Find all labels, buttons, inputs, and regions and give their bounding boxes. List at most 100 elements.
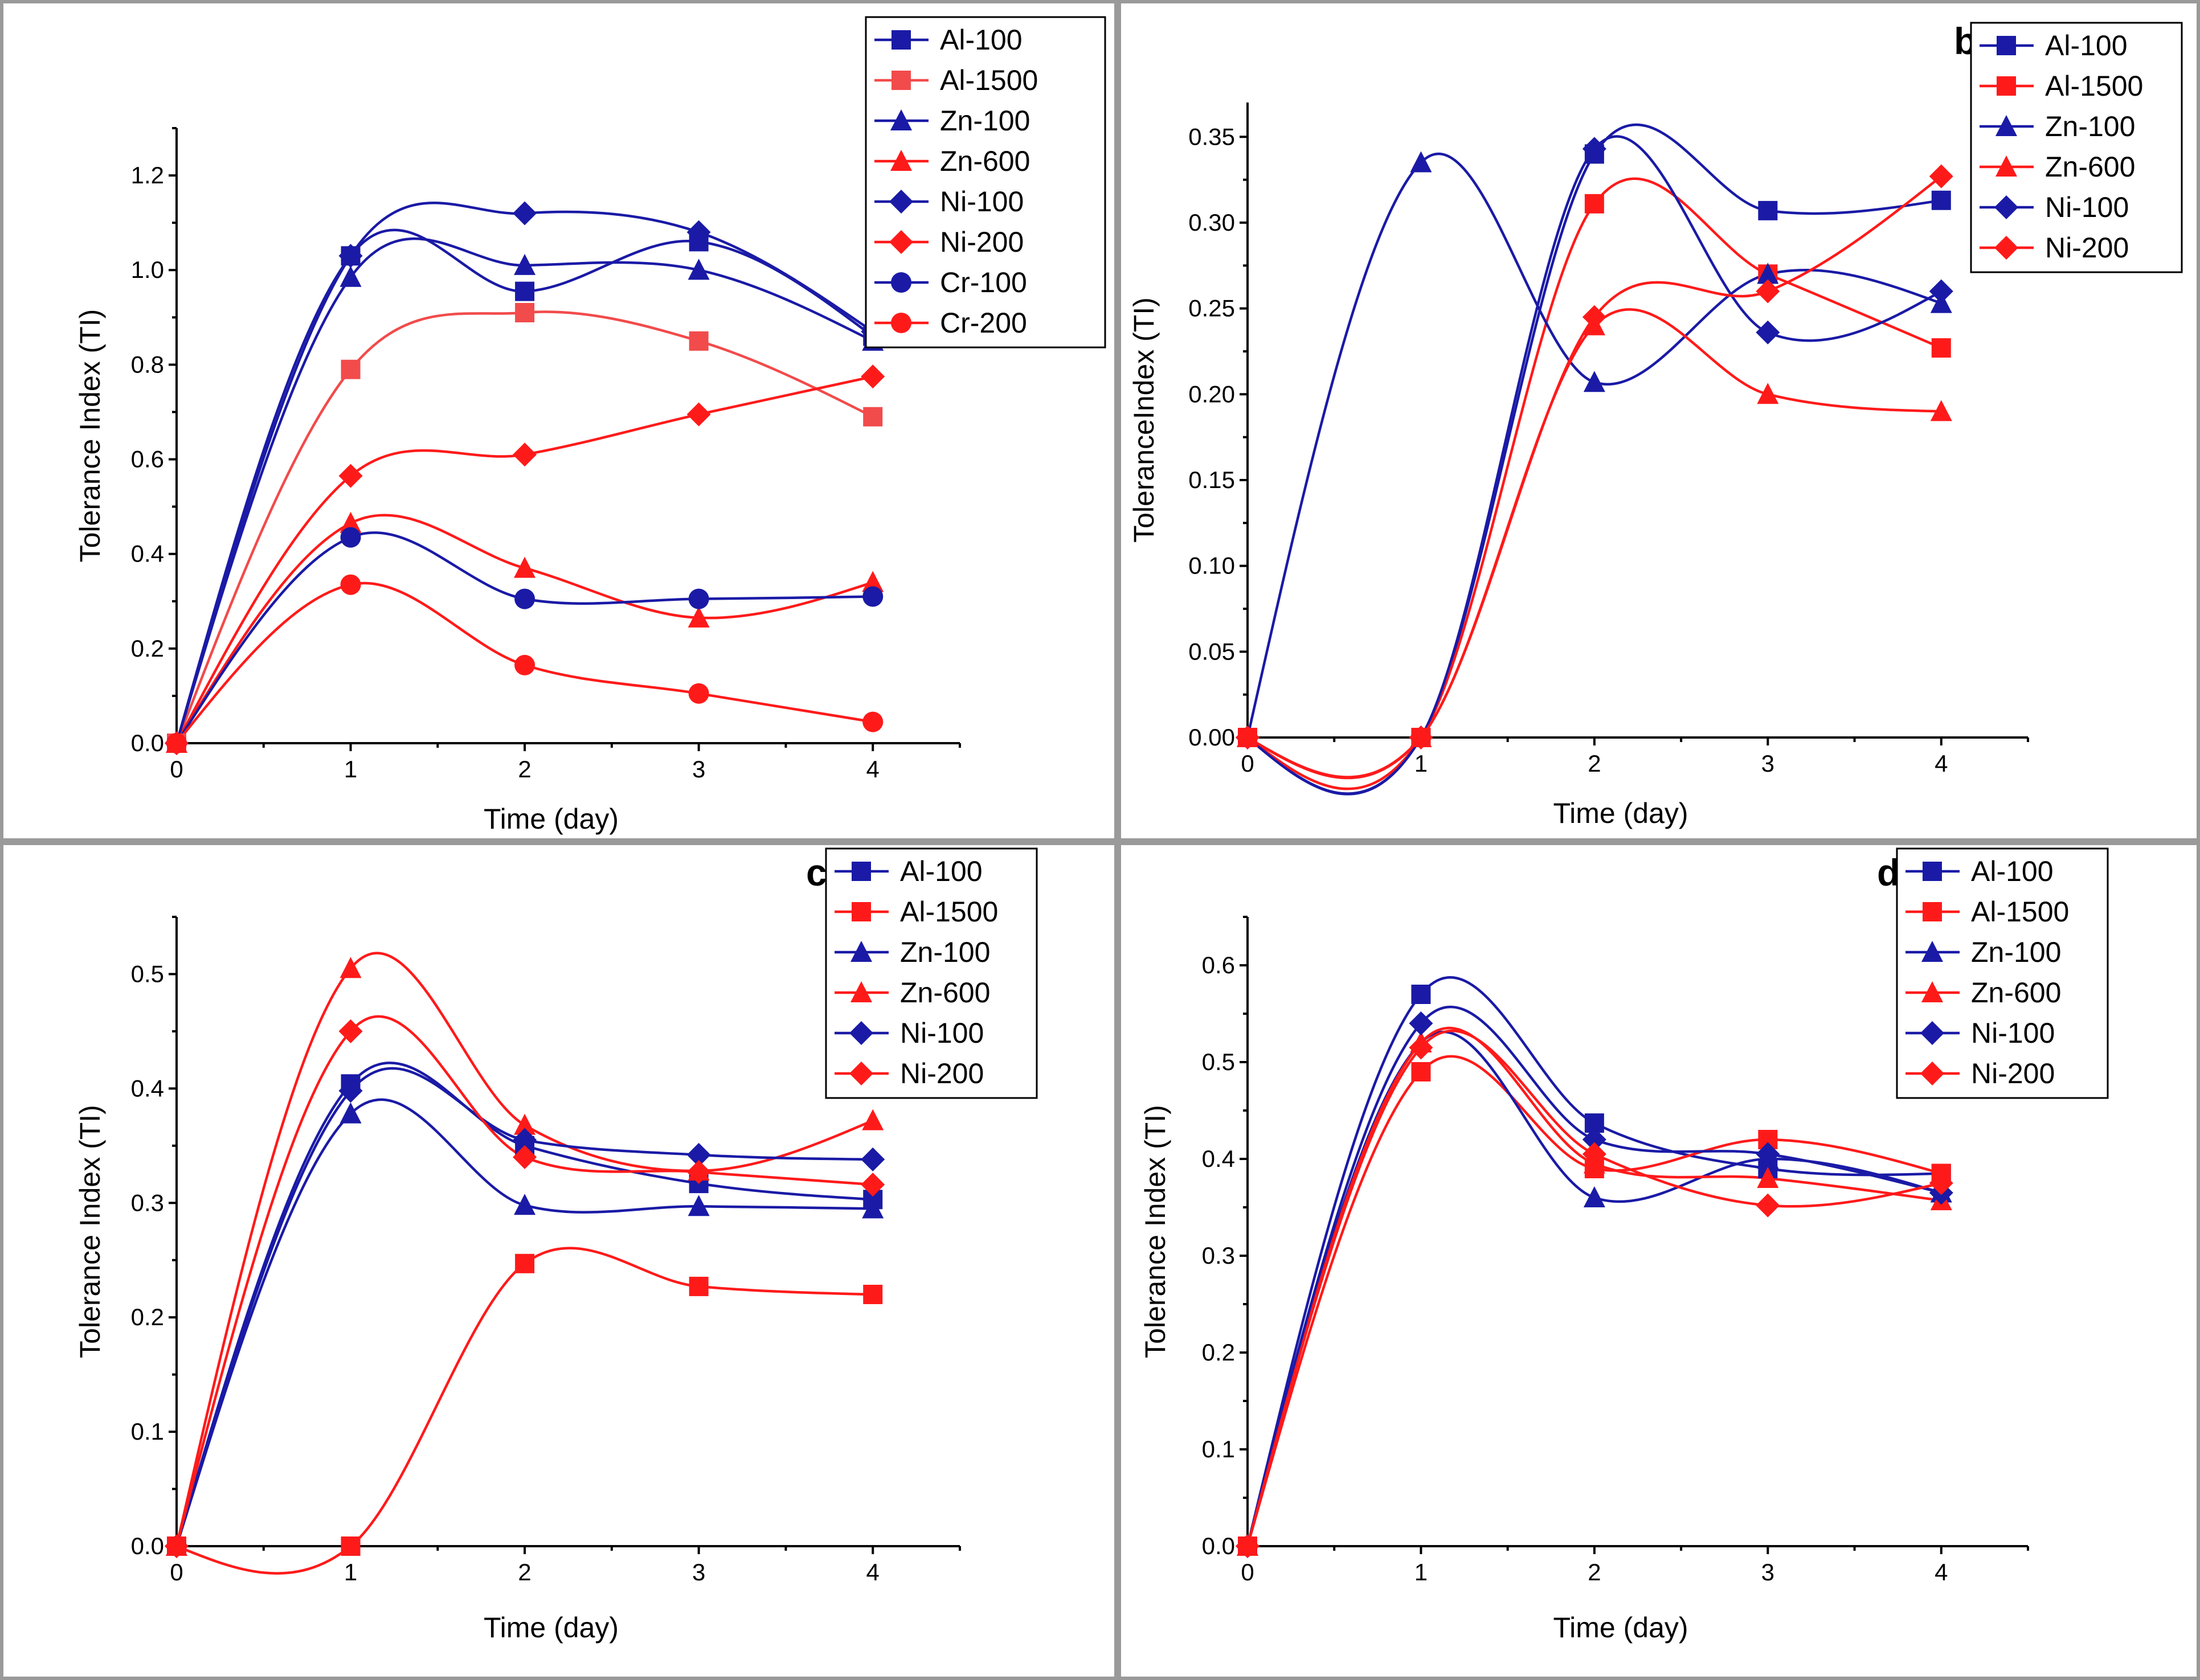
x-tick-label: 3 — [692, 1559, 705, 1585]
data-point — [514, 588, 535, 609]
data-point — [862, 1197, 884, 1219]
legend-marker — [1997, 36, 2016, 55]
series-line — [1246, 976, 1941, 1547]
data-point — [1931, 338, 1951, 358]
legend-marker — [852, 862, 871, 881]
legend-marker — [1923, 902, 1942, 921]
legend-marker — [1921, 941, 1943, 962]
legend-marker — [849, 1021, 873, 1045]
data-point — [1929, 279, 1953, 304]
data-point — [862, 711, 884, 732]
legend-entry: Ni-200 — [2045, 232, 2129, 264]
data-point — [341, 359, 361, 379]
y-tick-label: 0.4 — [131, 540, 164, 567]
x-tick-label: 4 — [1935, 1559, 1948, 1585]
x-tick-label: 1 — [344, 756, 357, 782]
data-point — [1930, 400, 1952, 421]
panel-letter: c — [806, 851, 827, 894]
legend-marker — [1920, 1021, 1944, 1045]
legend-entry: Al-100 — [940, 24, 1023, 56]
legend-entry: Ni-200 — [900, 1058, 984, 1089]
data-point — [686, 402, 711, 427]
data-point — [514, 1113, 536, 1135]
data-point — [514, 253, 536, 275]
legend-marker — [850, 941, 872, 962]
legend-entry: Al-1500 — [2045, 70, 2143, 102]
data-point — [513, 1128, 537, 1152]
legend-marker — [850, 981, 872, 1002]
data-point — [1584, 194, 1604, 214]
data-point — [1756, 320, 1780, 345]
legend-box — [825, 847, 1038, 1099]
y-tick-label: 0.2 — [131, 1304, 164, 1330]
legend-entry: Zn-600 — [900, 977, 990, 1009]
data-point — [1757, 263, 1779, 284]
data-point — [341, 1536, 361, 1556]
data-point — [514, 556, 536, 578]
legend-marker — [1994, 195, 2018, 219]
data-point — [1757, 1167, 1779, 1188]
series-line — [175, 531, 873, 744]
panel-a: 0 1 2 3 4 0.0 0.2 0.4 0.6 0.8 1.0 1.2 Time (day) Tole… — [0, 0, 1118, 842]
data-point — [514, 1194, 536, 1215]
y-tick-label: 0.25 — [1188, 295, 1235, 322]
legend-marker — [1995, 115, 2017, 136]
y-tick-label: 0.0 — [131, 730, 164, 756]
series-line — [1246, 135, 1942, 796]
legend-entry: Al-100 — [1971, 855, 2054, 887]
series-line — [176, 1247, 873, 1575]
series-line — [175, 237, 874, 744]
x-tick-label: 3 — [692, 756, 705, 782]
data-point — [1583, 371, 1605, 392]
series-line — [175, 310, 874, 744]
legend-entry: Cr-100 — [940, 267, 1027, 298]
y-axis-title: Tolerance Index (TI) — [74, 309, 106, 563]
data-point — [1757, 383, 1779, 404]
data-point — [513, 201, 537, 226]
legend-box — [1896, 847, 2109, 1099]
y-tick-label: 0.3 — [1202, 1242, 1235, 1269]
y-tick-label: 0.30 — [1188, 209, 1235, 236]
legend-entry: Ni-200 — [940, 226, 1024, 258]
data-point — [513, 442, 537, 467]
x-tick-label: 1 — [1414, 1559, 1428, 1585]
x-tick-label: 0 — [1241, 750, 1254, 777]
x-tick-label: 2 — [518, 756, 531, 782]
legend-entry: Al-1500 — [900, 896, 998, 928]
legend-marker — [1921, 981, 1943, 1002]
series-line — [175, 1067, 873, 1547]
y-tick-label: 0.6 — [1202, 952, 1235, 978]
series-line — [1246, 1026, 1942, 1547]
x-tick-label: 2 — [1588, 1559, 1601, 1585]
data-point — [1410, 151, 1432, 173]
legend-marker — [849, 1062, 873, 1085]
y-tick-label: 0.2 — [131, 635, 164, 662]
data-point — [861, 1173, 885, 1197]
panel-border — [1118, 0, 2200, 842]
data-point — [515, 1253, 535, 1273]
y-tick-label: 0.2 — [1202, 1339, 1235, 1366]
y-tick-label: 0.35 — [1188, 123, 1235, 150]
data-point — [165, 1534, 189, 1558]
y-tick-label: 0.1 — [131, 1418, 164, 1445]
legend-marker — [852, 902, 871, 921]
data-point — [862, 586, 884, 607]
y-axis-title: ToleranceIndex (TI) — [1128, 297, 1160, 543]
x-axis-title: Time (day) — [484, 1612, 619, 1644]
series-line — [1246, 177, 1942, 790]
legend-entry: Zn-100 — [940, 105, 1030, 137]
x-axis-title: Time (day) — [1553, 797, 1688, 829]
data-point — [863, 407, 883, 427]
legend-marker — [890, 150, 912, 171]
data-point — [340, 1102, 362, 1124]
series-line — [1246, 1005, 1942, 1547]
data-point — [1411, 985, 1431, 1004]
data-point — [340, 574, 361, 595]
y-tick-label: 0.0 — [131, 1533, 164, 1559]
series-line — [175, 581, 873, 744]
data-point — [1756, 1142, 1780, 1166]
legend-marker — [1995, 155, 2017, 177]
legend-entry: Ni-100 — [1971, 1017, 2055, 1049]
y-tick-label: 0.00 — [1188, 724, 1235, 751]
data-point — [861, 364, 885, 389]
